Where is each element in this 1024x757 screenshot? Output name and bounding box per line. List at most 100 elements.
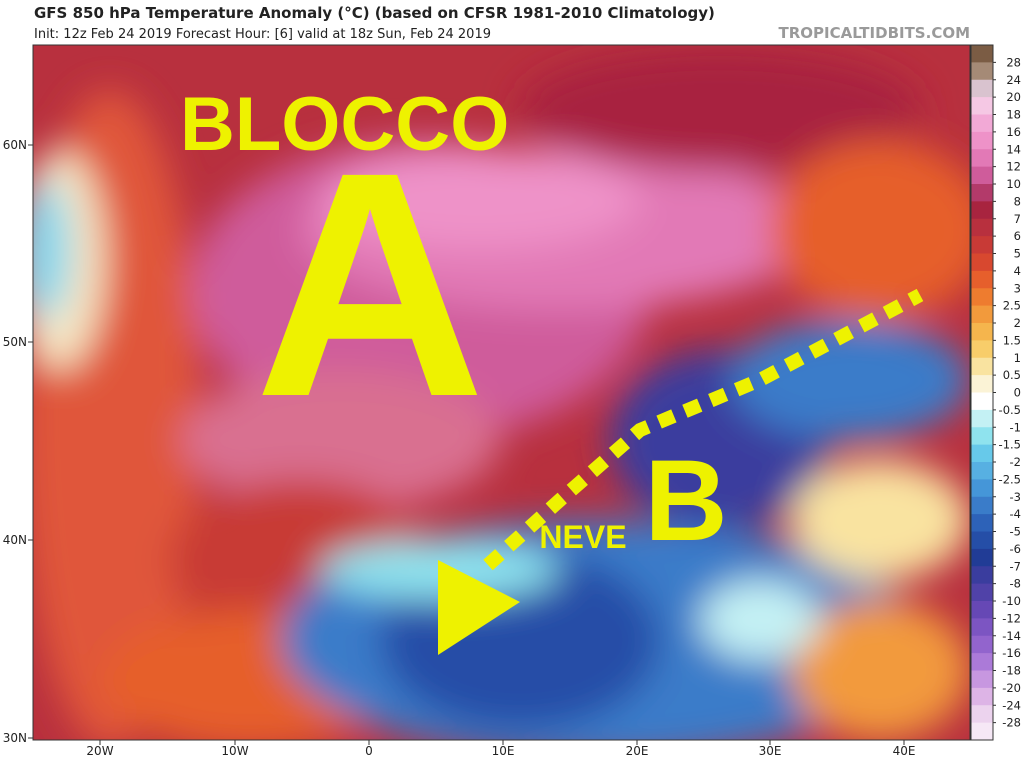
colorbar-swatch <box>971 635 993 654</box>
colorbar-label: 1 <box>1014 351 1021 365</box>
colorbar-swatch <box>971 670 993 689</box>
lat-label: 30N <box>3 731 27 745</box>
colorbar-swatch <box>971 357 993 376</box>
map-frame <box>32 44 971 741</box>
colorbar-swatch <box>971 722 993 741</box>
colorbar-swatch <box>971 479 993 498</box>
colorbar-swatch <box>971 618 993 637</box>
colorbar-label: 14 <box>1006 142 1021 156</box>
colorbar-label: 1.5 <box>1003 333 1021 347</box>
colorbar-swatch <box>971 601 993 619</box>
colorbar-swatch <box>971 444 993 463</box>
lon-label: 10W <box>221 744 248 757</box>
colorbar-label: 18 <box>1006 108 1021 122</box>
colorbar-label: -20 <box>1002 681 1021 695</box>
colorbar-label: -3 <box>1010 490 1021 504</box>
colorbar-label: 2 <box>1014 316 1021 330</box>
colorbar-label: 2.5 <box>1003 299 1021 313</box>
colorbar-label: -14 <box>1002 629 1021 643</box>
colorbar-swatch <box>971 79 993 98</box>
colorbar-swatch <box>971 149 993 168</box>
colorbar-swatch <box>971 462 993 480</box>
colorbar-swatch <box>971 288 993 307</box>
colorbar-label: -12 <box>1002 611 1021 625</box>
colorbar-label: -6 <box>1010 542 1021 556</box>
colorbar-label: -16 <box>1002 646 1021 660</box>
annotation-snow: NEVE <box>539 519 626 555</box>
colorbar-label: -24 <box>1002 698 1021 712</box>
colorbar-label: -18 <box>1002 664 1021 678</box>
colorbar-label: 10 <box>1006 177 1021 191</box>
colorbar-label: 24 <box>1006 73 1021 87</box>
colorbar-swatch <box>971 427 993 446</box>
lon-label: 20E <box>626 744 649 757</box>
lat-label: 60N <box>3 138 27 152</box>
colorbar-label: -1 <box>1010 420 1021 434</box>
colorbar-swatch <box>971 340 993 359</box>
colorbar-label: 28 <box>1006 55 1021 69</box>
colorbar-swatch <box>971 253 993 272</box>
colorbar-label: -4 <box>1010 507 1021 521</box>
colorbar-label: -7 <box>1010 559 1021 573</box>
colorbar-swatch <box>971 653 993 671</box>
annotation-high: A <box>254 105 485 463</box>
colorbar-label: 16 <box>1006 125 1021 139</box>
lon-label: 0 <box>365 744 373 757</box>
colorbar-swatch <box>971 514 993 532</box>
colorbar-label: -5 <box>1010 525 1021 539</box>
annotation-block: BLOCCO <box>180 82 509 167</box>
lon-label: 40E <box>893 744 916 757</box>
colorbar-swatch <box>971 270 993 289</box>
colorbar-label: 5 <box>1014 247 1021 261</box>
colorbar-swatch <box>971 184 993 202</box>
lon-label: 30E <box>759 744 782 757</box>
colorbar-swatch <box>971 566 993 585</box>
colorbar-label: 4 <box>1014 264 1021 278</box>
colorbar-swatch <box>971 131 993 150</box>
lat-label: 50N <box>3 335 27 349</box>
colorbar-swatch <box>971 305 993 324</box>
colorbar-label: -10 <box>1002 594 1021 608</box>
colorbar-swatch <box>971 392 993 411</box>
colorbar-swatch <box>971 531 993 550</box>
colorbar-swatch <box>971 409 993 428</box>
colorbar-swatch <box>971 201 993 220</box>
colorbar-swatch <box>971 166 993 185</box>
colorbar-label: -28 <box>1002 716 1021 730</box>
colorbar-swatch <box>971 583 993 602</box>
colorbar-label: 0 <box>1014 386 1021 400</box>
colorbar-label: 20 <box>1006 90 1021 104</box>
arrow-head <box>438 560 520 655</box>
colorbar-label: 6 <box>1014 229 1021 243</box>
subtitle: Init: 12z Feb 24 2019 Forecast Hour: [6]… <box>34 27 491 42</box>
colorbar-swatch <box>971 548 993 567</box>
lat-label: 40N <box>3 533 27 547</box>
colorbar-swatch <box>971 62 993 81</box>
title: GFS 850 hPa Temperature Anomaly (°C) (ba… <box>34 4 715 22</box>
site-label: TROPICALTIDBITS.COM <box>779 24 971 42</box>
colorbar-swatch <box>971 114 993 133</box>
colorbar-swatch <box>971 323 993 341</box>
colorbar-label: -0.5 <box>999 403 1021 417</box>
lon-label: 20W <box>86 744 113 757</box>
colorbar-label: 0.5 <box>1003 368 1021 382</box>
colorbar: 28 24 20 18 16 14 12 10 8 7 6 5 4 3 2.5 2 1.5 1 0.5 0 -0.5 -1… <box>970 44 1021 741</box>
colorbar-swatch <box>971 687 993 706</box>
colorbar-label: -2.5 <box>999 472 1021 486</box>
map: BLOCCO A B NEVE <box>33 45 970 740</box>
colorbar-swatch <box>971 705 993 724</box>
colorbar-label: -8 <box>1010 577 1021 591</box>
colorbar-label: -1.5 <box>999 438 1021 452</box>
colorbar-swatch <box>971 218 993 237</box>
colorbar-swatch <box>971 496 993 515</box>
colorbar-label: 7 <box>1014 212 1021 226</box>
lon-label: 10E <box>492 744 515 757</box>
axes: 60N 50N 40N 30N 20W 10W 0 10E 20E 30E 40E <box>3 138 916 757</box>
colorbar-swatch <box>971 45 993 63</box>
colorbar-swatch <box>971 375 993 393</box>
colorbar-swatch <box>971 97 993 115</box>
colorbar-swatch <box>971 236 993 254</box>
colorbar-label: -2 <box>1010 455 1021 469</box>
colorbar-label: 8 <box>1014 194 1021 208</box>
